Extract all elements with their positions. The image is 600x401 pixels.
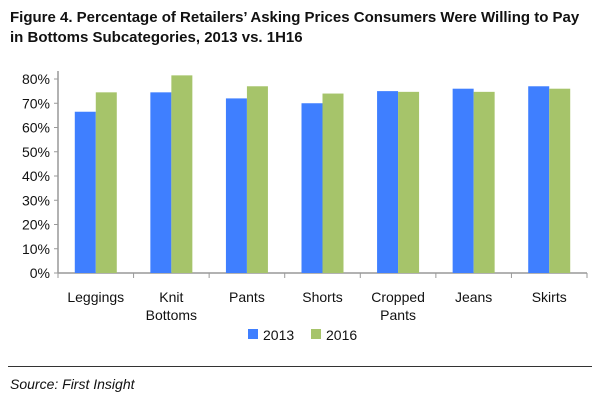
y-tick-label: 20% xyxy=(22,217,50,233)
legend-swatch xyxy=(311,329,321,339)
bar-2016 xyxy=(171,75,193,273)
x-tick-label: Skirts xyxy=(532,289,567,305)
bar-chart: 0% 10% 20% 30% 40% 50% 60% 70% 80% Leggings Knit Bo… xyxy=(22,71,588,343)
bar-2013 xyxy=(150,92,172,274)
bar-2013 xyxy=(301,103,323,273)
x-tick-label: Cropped xyxy=(371,289,425,305)
y-tick-label: 30% xyxy=(22,192,50,208)
y-tick-label: 50% xyxy=(22,144,50,160)
bar-2013 xyxy=(225,98,247,274)
bar-2013 xyxy=(74,111,96,273)
x-tick-label: Jeans xyxy=(455,289,492,305)
bar-2016 xyxy=(322,93,344,273)
bar-2013 xyxy=(528,86,550,274)
bar-2016 xyxy=(473,91,495,273)
bar-2016 xyxy=(549,88,571,273)
divider xyxy=(8,366,592,367)
y-tick-label: 80% xyxy=(22,71,50,87)
x-tick-label: Pants xyxy=(229,289,265,305)
source-note: Source: First Insight xyxy=(10,376,135,392)
bar-2016 xyxy=(246,86,268,274)
x-tick-label: Pants xyxy=(380,307,416,323)
x-tick-label: Knit xyxy=(159,289,183,305)
y-tick-label: 40% xyxy=(22,168,50,184)
bar-2016 xyxy=(95,92,117,274)
y-tick-label: 10% xyxy=(22,241,50,257)
x-tick-label: Shorts xyxy=(302,289,342,305)
bar-2013 xyxy=(452,88,474,273)
bar-2013 xyxy=(377,91,399,273)
legend-label: 2013 xyxy=(263,327,294,343)
y-tick-label: 0% xyxy=(30,265,50,281)
x-tick-label: Leggings xyxy=(67,289,124,305)
legend-label: 2016 xyxy=(326,327,357,343)
y-tick-label: 60% xyxy=(22,120,50,136)
legend-swatch xyxy=(248,329,258,339)
bar-2016 xyxy=(398,91,420,273)
y-tick-label: 70% xyxy=(22,95,50,111)
x-tick-label: Bottoms xyxy=(146,307,197,323)
chart-title: Figure 4. Percentage of Retailers’ Askin… xyxy=(10,9,580,46)
